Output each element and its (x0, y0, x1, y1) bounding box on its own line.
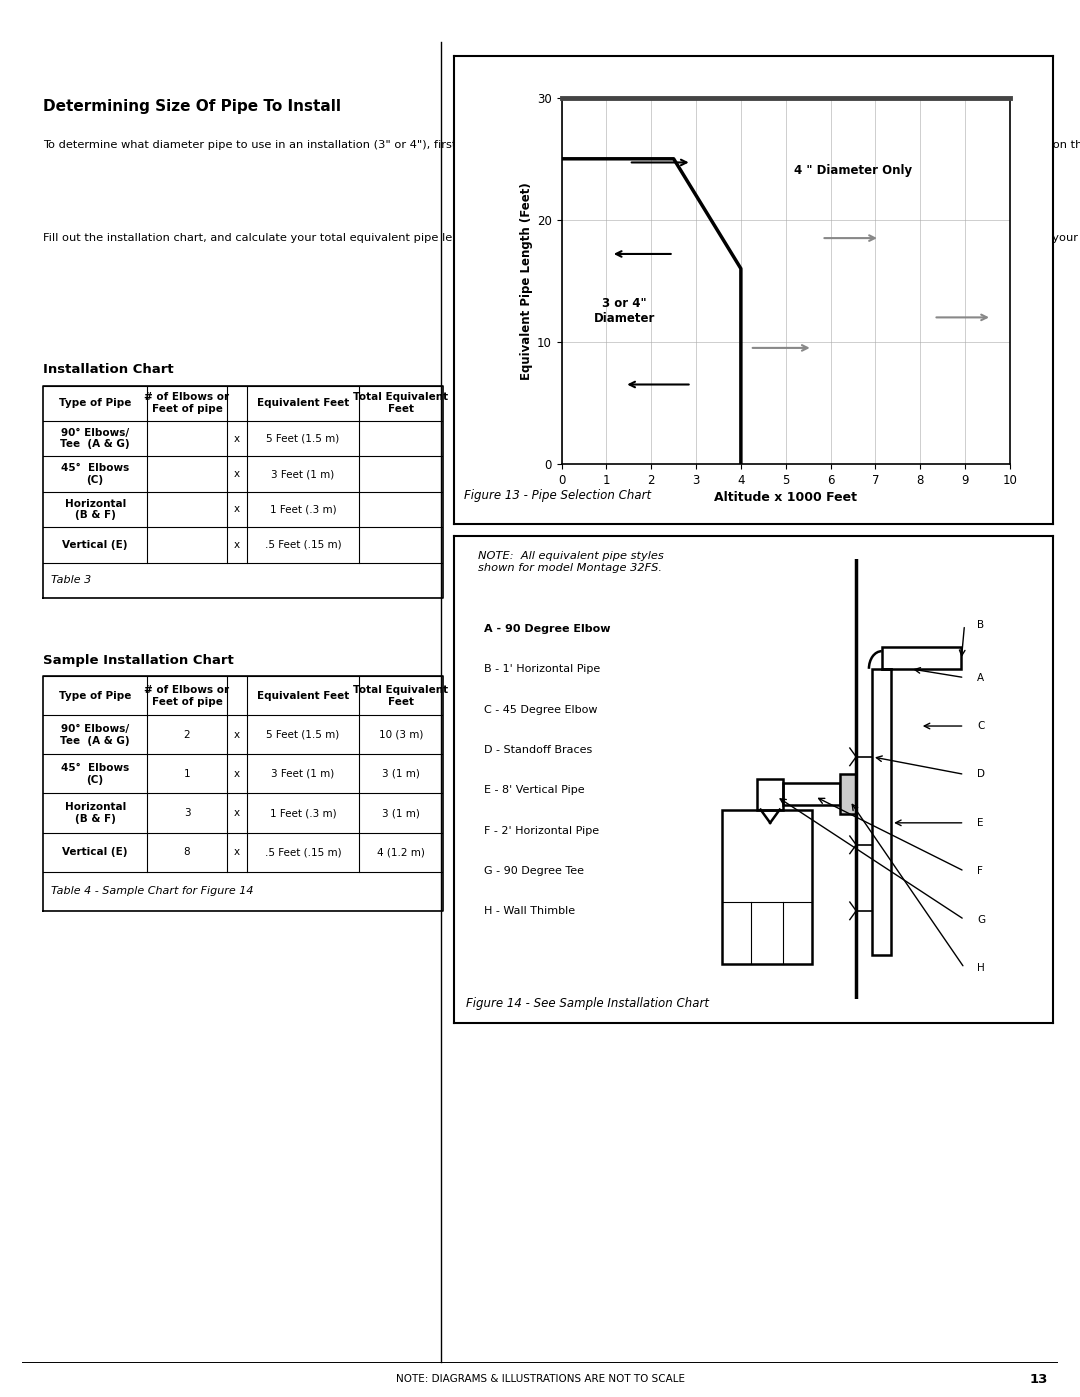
Text: 2: 2 (184, 729, 190, 740)
Text: .5 Feet (.15 m): .5 Feet (.15 m) (265, 847, 341, 858)
Text: 5 Feet (1.5 m): 5 Feet (1.5 m) (267, 729, 339, 740)
Text: 5 Feet (1.5 m): 5 Feet (1.5 m) (267, 433, 339, 444)
Text: 90° Elbows/
Tee  (A & G): 90° Elbows/ Tee (A & G) (60, 427, 130, 450)
Text: x: x (234, 847, 240, 858)
Text: 1 Feet (.3 m): 1 Feet (.3 m) (270, 504, 336, 514)
Text: G: G (977, 915, 985, 925)
Text: Determining Size Of Pipe To Install: Determining Size Of Pipe To Install (43, 99, 341, 113)
Text: Equivalent Feet: Equivalent Feet (257, 398, 349, 408)
Text: 4 (1.2 m): 4 (1.2 m) (377, 847, 424, 858)
Text: B - 1' Horizontal Pipe: B - 1' Horizontal Pipe (484, 665, 599, 675)
Bar (783, 784, 840, 805)
Text: 3 Feet (1 m): 3 Feet (1 m) (271, 768, 335, 780)
Text: Vertical (E): Vertical (E) (63, 847, 127, 858)
Text: 4 " Diameter Only: 4 " Diameter Only (794, 165, 912, 177)
Text: 3 (1 m): 3 (1 m) (382, 807, 420, 819)
Y-axis label: Equivalent Pipe Length (Feet): Equivalent Pipe Length (Feet) (519, 182, 532, 380)
Text: x: x (234, 729, 240, 740)
Text: To determine what diameter pipe to use in an installation (3" or 4"), first find: To determine what diameter pipe to use i… (43, 140, 1080, 149)
Text: 90° Elbows/
Tee  (A & G): 90° Elbows/ Tee (A & G) (60, 724, 130, 746)
Text: A: A (977, 672, 984, 683)
Text: Equivalent Feet: Equivalent Feet (257, 690, 349, 701)
Text: 10 (3 m): 10 (3 m) (379, 729, 423, 740)
Text: Total Equivalent
Feet: Total Equivalent Feet (353, 393, 448, 414)
Text: Horizontal
(B & F): Horizontal (B & F) (65, 499, 125, 520)
Text: H - Wall Thimble: H - Wall Thimble (484, 907, 575, 916)
Text: Total Equivalent
Feet: Total Equivalent Feet (353, 685, 448, 707)
Text: F: F (977, 866, 983, 876)
Text: 8: 8 (184, 847, 190, 858)
Text: 3 Feet (1 m): 3 Feet (1 m) (271, 469, 335, 479)
Bar (757, 780, 783, 810)
Text: x: x (234, 504, 240, 514)
Text: Table 4 - Sample Chart for Figure 14: Table 4 - Sample Chart for Figure 14 (51, 886, 254, 897)
Text: Sample Installation Chart: Sample Installation Chart (43, 654, 234, 666)
Text: C - 45 Degree Elbow: C - 45 Degree Elbow (484, 704, 597, 715)
Text: G - 90 Degree Tee: G - 90 Degree Tee (484, 866, 583, 876)
Text: 13: 13 (1029, 1373, 1048, 1386)
Text: Vertical (E): Vertical (E) (63, 539, 127, 550)
Text: 45°  Elbows
(C): 45° Elbows (C) (62, 763, 130, 785)
Text: 3: 3 (184, 807, 190, 819)
Text: 3 or 4"
Diameter: 3 or 4" Diameter (594, 298, 656, 326)
Text: NOTE: DIAGRAMS & ILLUSTRATIONS ARE NOT TO SCALE: NOTE: DIAGRAMS & ILLUSTRATIONS ARE NOT T… (395, 1375, 685, 1384)
Text: C: C (977, 721, 985, 731)
Text: D: D (977, 770, 985, 780)
Text: F - 2' Horizontal Pipe: F - 2' Horizontal Pipe (484, 826, 598, 835)
Bar (723, 810, 811, 964)
Text: x: x (234, 469, 240, 479)
Text: H: H (977, 963, 985, 974)
Text: Fill out the installation chart, and calculate your total equivalent pipe length: Fill out the installation chart, and cal… (43, 233, 1080, 243)
Text: # of Elbows or
Feet of pipe: # of Elbows or Feet of pipe (145, 685, 230, 707)
Text: # of Elbows or
Feet of pipe: # of Elbows or Feet of pipe (145, 393, 230, 414)
Bar (873, 669, 891, 956)
Text: 1: 1 (184, 768, 190, 780)
Text: A - 90 Degree Elbow: A - 90 Degree Elbow (484, 624, 610, 634)
Text: x: x (234, 539, 240, 550)
Text: Installation Chart: Installation Chart (43, 363, 174, 376)
Text: Table 3: Table 3 (51, 576, 92, 585)
Text: .5 Feet (.15 m): .5 Feet (.15 m) (265, 539, 341, 550)
Text: x: x (234, 768, 240, 780)
Text: Horizontal
(B & F): Horizontal (B & F) (65, 802, 125, 824)
Text: x: x (234, 433, 240, 444)
Text: Figure 14 - See Sample Installation Chart: Figure 14 - See Sample Installation Char… (465, 997, 708, 1010)
Text: B: B (977, 620, 984, 630)
Text: Type of Pipe: Type of Pipe (59, 398, 132, 408)
Text: 3 (1 m): 3 (1 m) (382, 768, 420, 780)
X-axis label: Altitude x 1000 Feet: Altitude x 1000 Feet (714, 490, 858, 504)
Text: Type of Pipe: Type of Pipe (59, 690, 132, 701)
Text: E - 8' Vertical Pipe: E - 8' Vertical Pipe (484, 785, 584, 795)
Text: 1 Feet (.3 m): 1 Feet (.3 m) (270, 807, 336, 819)
Text: NOTE:  All equivalent pipe styles
shown for model Montage 32FS.: NOTE: All equivalent pipe styles shown f… (477, 550, 663, 573)
Text: D - Standoff Braces: D - Standoff Braces (484, 745, 592, 754)
Text: Figure 13 - Pipe Selection Chart: Figure 13 - Pipe Selection Chart (464, 489, 651, 503)
Text: E: E (977, 817, 984, 828)
Bar (840, 774, 856, 814)
Text: x: x (234, 807, 240, 819)
Bar (881, 647, 961, 669)
Text: 45°  Elbows
(C): 45° Elbows (C) (62, 464, 130, 485)
